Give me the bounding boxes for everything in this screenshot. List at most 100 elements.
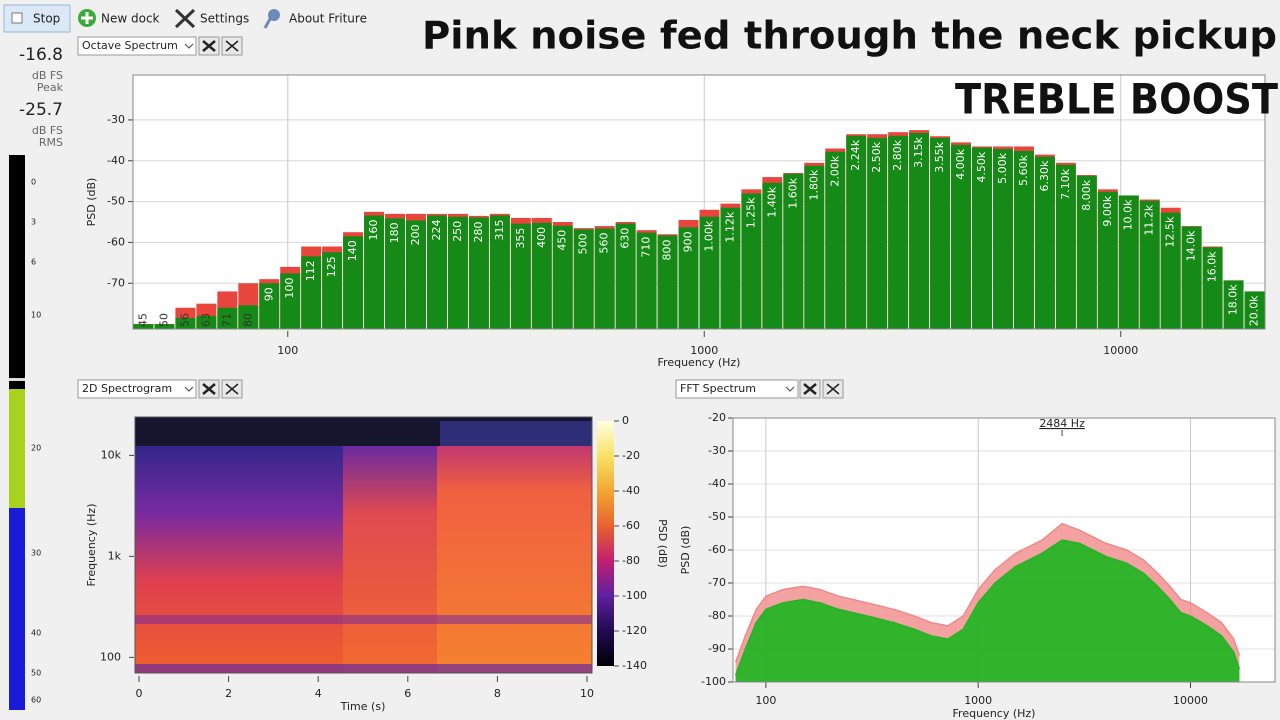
- bar: [992, 148, 1013, 329]
- bar: [259, 283, 280, 329]
- bar: [972, 147, 992, 329]
- fft-dock-select[interactable]: [675, 379, 799, 399]
- y-tick-label: -80: [708, 609, 726, 622]
- bar-label: 125: [325, 256, 338, 277]
- bar-label: 7.10k: [1059, 168, 1072, 199]
- bar: [1223, 280, 1244, 329]
- bar: [1160, 212, 1181, 329]
- y-tick-label: 1k: [108, 549, 122, 562]
- x-axis-label: Frequency (Hz): [658, 356, 741, 369]
- bar-label: 4.00k: [954, 148, 967, 179]
- meter-scale-label: 3: [31, 218, 36, 227]
- x-tick-label: 10000: [1103, 344, 1138, 357]
- bar-label: 20.0k: [1248, 295, 1261, 326]
- close-icon: [225, 40, 239, 52]
- bar: [1244, 291, 1265, 329]
- spectrum-line: [734, 522, 1241, 663]
- settings-icon[interactable]: [174, 8, 196, 29]
- y-tick-label: 100: [100, 650, 121, 663]
- bar: [1202, 247, 1223, 329]
- bar: [783, 173, 804, 329]
- bar: [867, 137, 888, 329]
- bar-label: 2.50k: [870, 141, 883, 172]
- bar-label: 2.00k: [828, 155, 841, 186]
- bar-label: 630: [619, 228, 632, 249]
- bar: [657, 235, 678, 329]
- rms-unit: dB FS: [32, 124, 63, 137]
- bar: [951, 144, 972, 329]
- bar-label: 800: [661, 239, 674, 260]
- stop-label[interactable]: Stop: [33, 12, 60, 26]
- plot-border: [132, 74, 1266, 330]
- overlay-title: Pink noise fed through the neck pickup: [422, 14, 1277, 58]
- y-axis-label: PSD (dB): [85, 178, 98, 227]
- stop-checkbox[interactable]: [11, 12, 23, 24]
- bar-label: 50: [157, 313, 170, 327]
- bar-label: 3.55k: [933, 141, 946, 172]
- y-tick-label: -30: [107, 113, 125, 126]
- x-tick-label: 6: [404, 687, 411, 700]
- bar: [1055, 164, 1076, 329]
- bar-label: 12.5k: [1164, 216, 1177, 247]
- bar: [594, 228, 615, 329]
- bar: [385, 218, 406, 329]
- bar-label: 80: [241, 313, 254, 327]
- meter-scale-label: 20: [31, 444, 41, 453]
- x-tick-label: 2: [225, 687, 232, 700]
- bar-label: 140: [346, 240, 359, 261]
- x-axis-label: Frequency (Hz): [953, 707, 1036, 720]
- y-axis-label: Frequency (Hz): [85, 504, 98, 587]
- bar: [1013, 150, 1034, 329]
- bar-label: 18.0k: [1227, 284, 1240, 315]
- bar-label: 280: [472, 222, 485, 243]
- bar-label: 250: [451, 221, 464, 242]
- meter-scale-label: 60: [31, 696, 41, 705]
- bar: [468, 217, 489, 329]
- y-tick-label: -70: [107, 276, 125, 289]
- bar-label: 45: [136, 313, 149, 327]
- close-icon: [225, 383, 239, 395]
- about-icon-handle: [263, 18, 272, 29]
- y-tick-label: -100: [701, 675, 726, 688]
- settings-label[interactable]: Settings: [200, 12, 249, 26]
- bar: [280, 273, 301, 329]
- peak-label: Peak: [37, 81, 64, 94]
- spectrogram-dock-title[interactable]: 2D Spectrogram: [82, 382, 172, 395]
- y-tick-label: -60: [708, 543, 726, 556]
- x-tick-label: 10000: [1173, 694, 1208, 707]
- spectrogram-dock-select[interactable]: [77, 379, 197, 399]
- octave-dock-title[interactable]: Octave Spectrum: [82, 39, 178, 52]
- meter-rms-level: [9, 389, 25, 508]
- dropdown-arrow: [785, 386, 795, 392]
- spectrogram-hum-band: [135, 615, 592, 624]
- dropdown-arrow: [184, 386, 194, 392]
- about-label[interactable]: About Friture: [289, 12, 367, 26]
- bar: [238, 305, 259, 329]
- x-tick-label: 10: [580, 687, 594, 700]
- colorbar-tick-label: -20: [622, 449, 640, 462]
- bar-label: 200: [409, 224, 422, 245]
- bar-label: 1.60k: [786, 177, 799, 208]
- colorbar-tick-label: -100: [622, 589, 647, 602]
- bar: [888, 135, 909, 329]
- rms-value: -25.7: [19, 100, 63, 120]
- bar-label: 710: [640, 237, 653, 258]
- y-tick-label: -60: [107, 235, 125, 248]
- y-axis-label: PSD (dB): [679, 526, 692, 575]
- spectrogram-region: [437, 446, 592, 673]
- bar-label: 90: [262, 287, 275, 301]
- tools-icon: [202, 40, 216, 52]
- meter-peak-marker: [9, 378, 25, 381]
- x-axis-label: Time (s): [340, 700, 386, 713]
- about-icon[interactable]: [268, 9, 280, 21]
- bar: [573, 229, 594, 329]
- tools-icon: [202, 383, 216, 395]
- bar: [552, 225, 573, 329]
- new-dock-label[interactable]: New dock: [101, 12, 160, 26]
- octave-dock-select[interactable]: [77, 36, 197, 56]
- spectrogram-image: [135, 417, 614, 673]
- bar-label: 355: [514, 228, 527, 249]
- x-tick-label: 4: [315, 687, 322, 700]
- bar-label: 450: [556, 230, 569, 251]
- fft-dock-title[interactable]: FFT Spectrum: [680, 382, 756, 395]
